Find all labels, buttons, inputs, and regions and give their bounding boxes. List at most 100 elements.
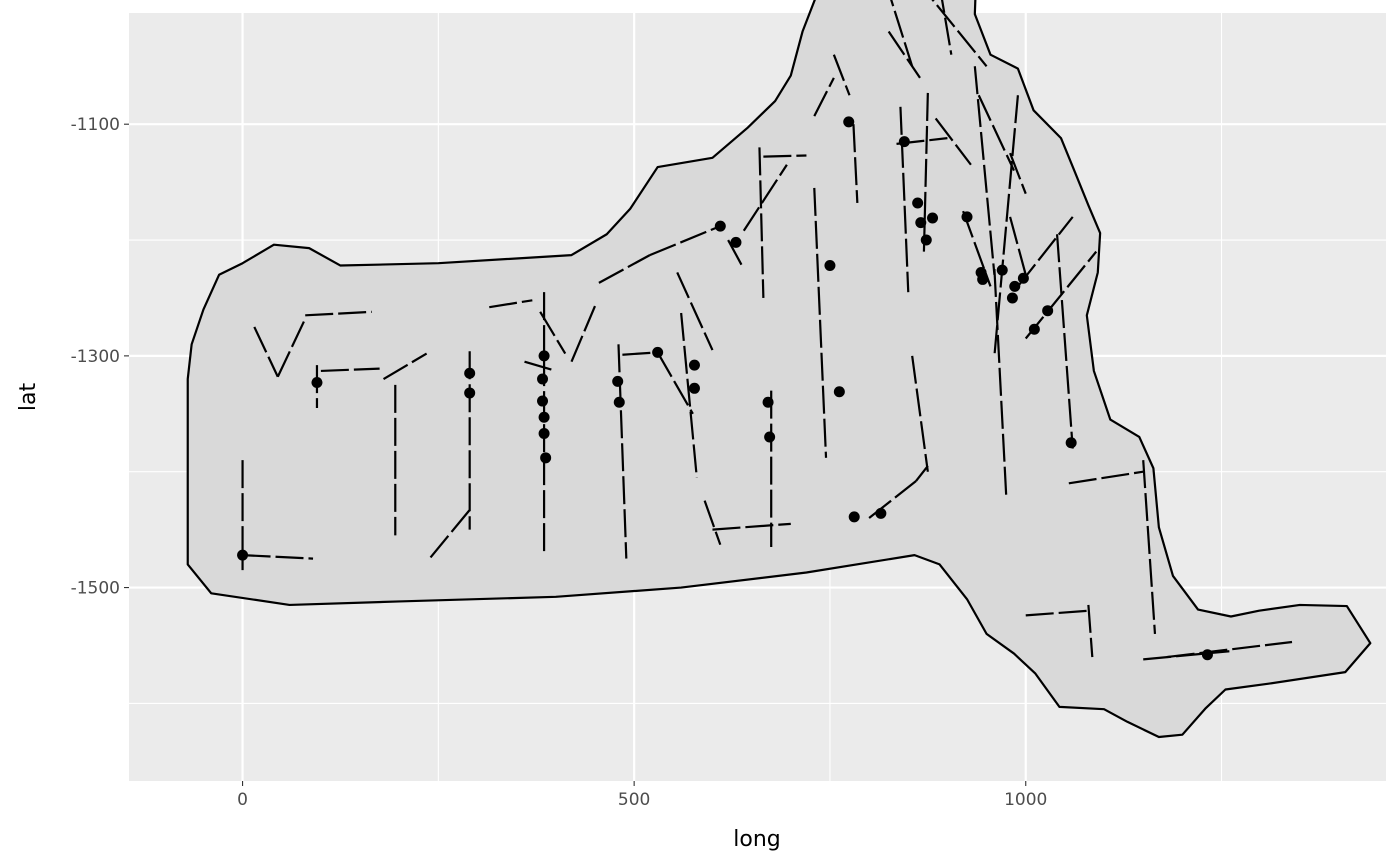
data-point — [764, 431, 776, 443]
data-point — [1009, 280, 1021, 292]
y-tick-label: -1100 — [71, 115, 120, 135]
line-segment — [993, 268, 1008, 495]
line-segment — [758, 147, 765, 298]
data-point — [537, 395, 549, 407]
line-segment — [1009, 216, 1027, 276]
line-segment — [1009, 152, 1027, 195]
data-point — [961, 211, 973, 223]
line-segment — [887, 30, 921, 79]
line-segment — [253, 326, 279, 378]
line-segment — [570, 305, 597, 363]
line-segment — [832, 54, 851, 96]
line-segment — [1087, 604, 1094, 658]
line-segment — [742, 164, 788, 232]
data-point — [688, 359, 700, 371]
x-tick-label: 0 — [237, 790, 248, 810]
data-point — [538, 411, 550, 423]
data-point — [538, 427, 550, 439]
data-point — [311, 377, 323, 389]
line-segment — [703, 500, 722, 546]
line-segment — [305, 310, 372, 317]
data-point — [688, 382, 700, 394]
line-segment — [890, 0, 914, 67]
data-point — [1017, 272, 1029, 284]
line-segment — [712, 522, 791, 531]
x-axis-ticks: 0 500 1000 — [237, 781, 1047, 810]
line-segment — [276, 318, 307, 378]
data-point — [1028, 323, 1040, 335]
region-outline — [186, 0, 1372, 739]
line-segment — [1166, 640, 1293, 659]
x-tick-label: 1000 — [1004, 790, 1047, 810]
data-point — [612, 375, 624, 387]
data-point — [1042, 305, 1054, 317]
data-point — [915, 217, 927, 229]
line-segment — [320, 367, 380, 373]
y-tick-label: -1500 — [71, 579, 120, 599]
line-segment — [813, 187, 828, 458]
data-point — [237, 549, 249, 561]
line-segment — [382, 352, 428, 380]
y-tick-label: -1300 — [71, 347, 120, 367]
line-segment — [622, 351, 658, 356]
line-segment — [489, 299, 533, 309]
data-points — [237, 116, 1213, 661]
x-axis-title: long — [733, 827, 780, 852]
line-segment — [1142, 460, 1157, 634]
data-point — [540, 452, 552, 464]
data-point — [537, 373, 549, 385]
data-point — [1006, 292, 1018, 304]
data-point — [833, 386, 845, 398]
line-segments — [241, 0, 1293, 661]
data-point — [920, 234, 932, 246]
data-point — [762, 396, 774, 408]
line-segment — [1055, 234, 1074, 449]
line-segment — [915, 465, 929, 482]
line-segment — [993, 95, 1020, 356]
line-segment — [676, 272, 714, 351]
line-segment — [242, 554, 314, 560]
line-segment — [429, 509, 471, 559]
y-axis-title: lat — [16, 383, 41, 412]
line-segment — [899, 106, 910, 293]
line-segment — [973, 66, 996, 275]
line-segment — [656, 351, 694, 415]
line-segment — [934, 117, 972, 166]
data-point — [1065, 437, 1077, 449]
data-point — [977, 273, 989, 285]
data-point — [843, 116, 855, 128]
line-segment — [598, 254, 651, 284]
data-point — [824, 260, 836, 272]
line-segment — [763, 154, 807, 158]
data-point — [652, 346, 664, 358]
data-point — [464, 367, 476, 379]
data-point — [927, 212, 939, 224]
line-segment — [977, 94, 1015, 172]
data-point — [730, 236, 742, 248]
line-segment — [1025, 609, 1089, 617]
data-point — [912, 197, 924, 209]
line-segment — [940, 0, 953, 55]
line-segment — [1068, 470, 1144, 485]
line-segment — [813, 77, 835, 117]
data-point — [613, 396, 625, 408]
line-segment — [524, 360, 557, 372]
data-point — [538, 350, 550, 362]
line-segment — [539, 311, 567, 355]
data-point — [714, 220, 726, 232]
line-segment — [680, 312, 698, 478]
data-point — [464, 387, 476, 399]
line-segment — [649, 225, 721, 257]
line-segment — [727, 239, 745, 270]
line-segment — [911, 355, 929, 472]
line-segment — [852, 124, 859, 204]
y-axis-ticks: -1100 -1300 -1500 — [71, 115, 129, 599]
line-segment — [931, 0, 988, 67]
x-tick-label: 500 — [618, 790, 650, 810]
data-point — [1201, 649, 1213, 661]
data-point — [996, 264, 1008, 276]
data-point — [875, 507, 887, 519]
data-point — [848, 511, 860, 523]
data-point — [898, 136, 910, 148]
